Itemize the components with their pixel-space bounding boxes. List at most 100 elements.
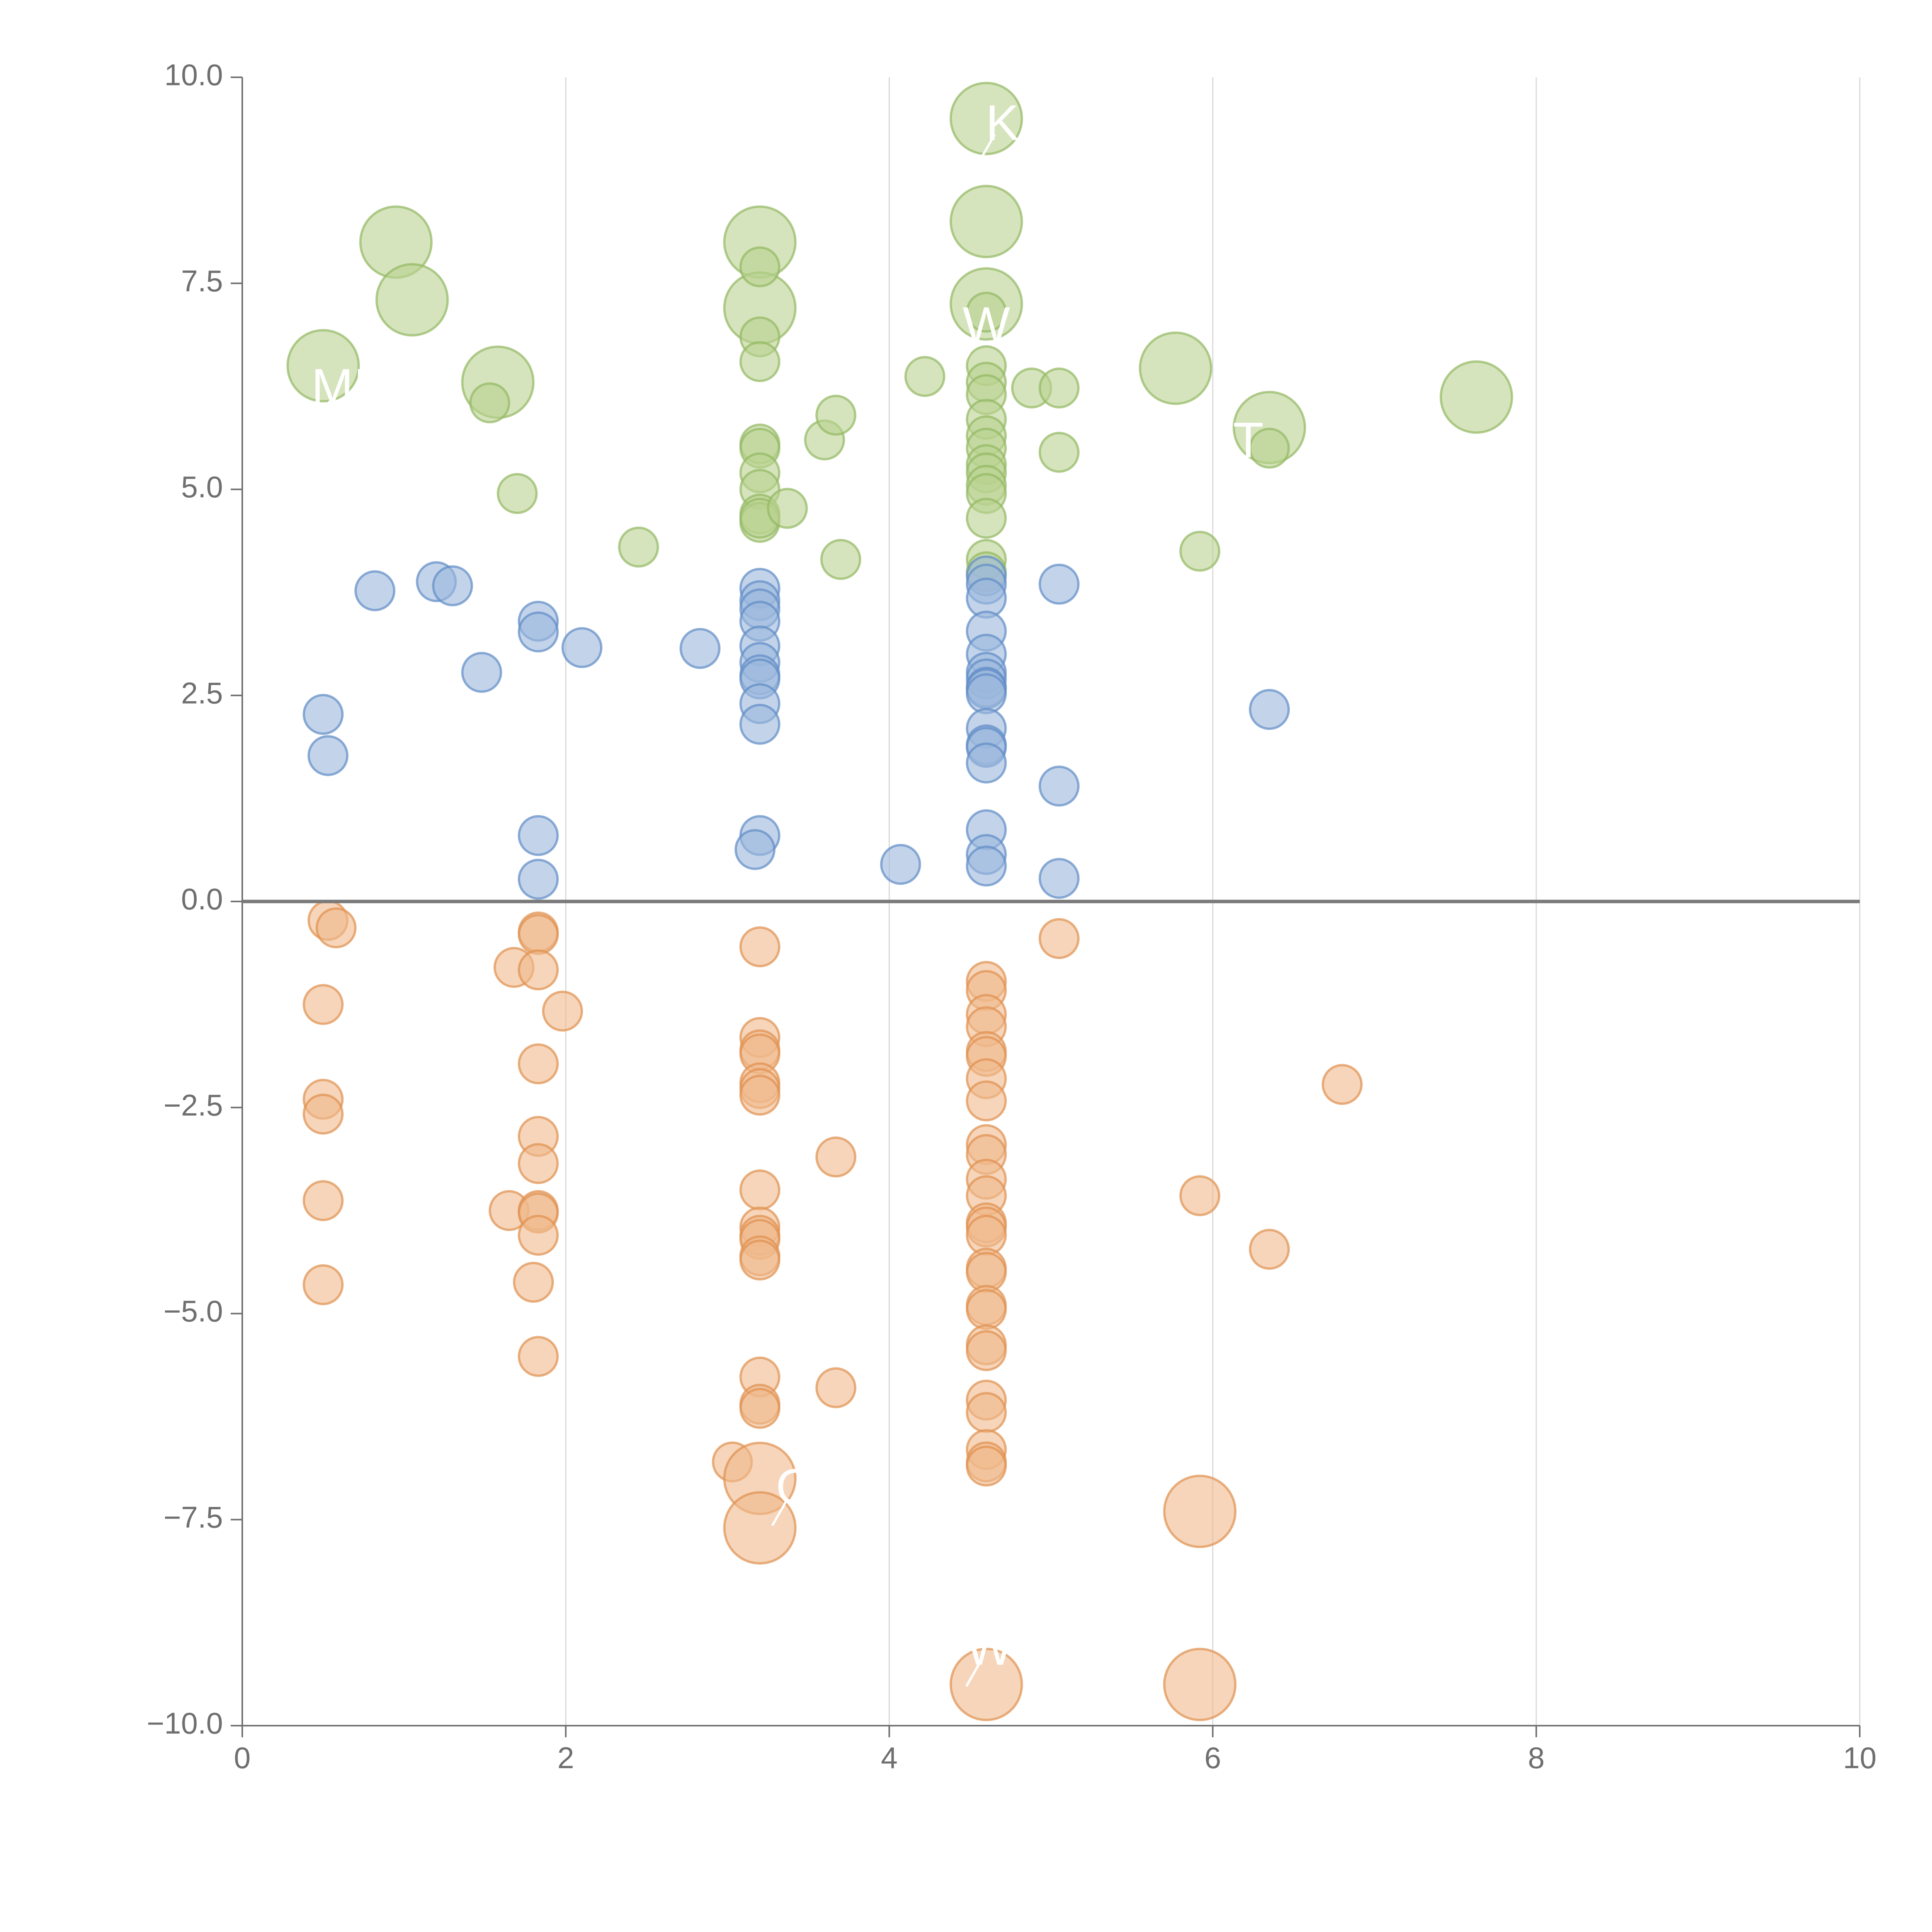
annotation-leader-3 xyxy=(1224,451,1242,480)
point-green-47 xyxy=(1249,427,1290,469)
annotation-leader-0 xyxy=(315,398,333,426)
point-orange-18 xyxy=(518,1214,559,1256)
point-blue-2 xyxy=(354,570,396,611)
x-tick-label-2: 4 xyxy=(881,1741,898,1775)
point-orange-73 xyxy=(1249,1229,1290,1270)
point-orange-14 xyxy=(518,1143,559,1184)
point-blue-34 xyxy=(966,673,1007,714)
point-orange-70 xyxy=(1179,1175,1221,1216)
point-blue-42 xyxy=(1038,563,1080,605)
point-blue-41 xyxy=(966,845,1007,887)
annotation-label-0: MI xyxy=(311,358,367,415)
annotation-label-4: O xyxy=(776,1458,815,1515)
annotation-leader-5 xyxy=(965,1658,983,1687)
point-green-19 xyxy=(767,488,808,529)
point-orange-40 xyxy=(815,1136,857,1178)
point-orange-64 xyxy=(966,1392,1007,1433)
point-green-26 xyxy=(966,291,1007,333)
point-green-5 xyxy=(497,473,538,514)
y-tick-label-4: 0.0 xyxy=(181,882,223,916)
annotation-label-3: T xyxy=(1233,412,1264,468)
point-orange-62 xyxy=(966,1330,1007,1371)
points-layer xyxy=(286,82,1513,1721)
y-tick-label-2: 5.0 xyxy=(181,470,223,504)
point-green-45 xyxy=(1179,531,1221,572)
point-orange-21 xyxy=(739,926,781,968)
point-blue-9 xyxy=(518,815,559,856)
point-green-2 xyxy=(375,263,449,337)
point-orange-4 xyxy=(303,1094,344,1135)
point-green-44 xyxy=(1139,331,1213,405)
point-green-48 xyxy=(1439,360,1513,434)
point-orange-12 xyxy=(518,1043,559,1085)
point-green-22 xyxy=(820,539,861,580)
point-orange-2 xyxy=(303,984,344,1025)
point-blue-5 xyxy=(461,652,502,693)
x-tick-label-4: 8 xyxy=(1528,1741,1544,1775)
point-blue-0 xyxy=(303,694,344,735)
point-blue-21 xyxy=(739,704,781,745)
y-tick-label-0: 10.0 xyxy=(164,58,223,92)
point-orange-49 xyxy=(966,1080,1007,1122)
axes-layer: 0 2 4 6 8 10 10.0 7.5 5.0 2.5 0.0 −2.5 −5.0 −7.5 −10.0 xyxy=(147,58,1877,1775)
point-orange-68 xyxy=(949,1648,1023,1721)
point-blue-8 xyxy=(561,627,603,668)
point-green-4 xyxy=(469,382,510,423)
x-tick-label-3: 6 xyxy=(1204,1741,1221,1775)
point-green-11 xyxy=(739,341,781,382)
point-orange-39 xyxy=(723,1491,797,1565)
point-orange-33 xyxy=(739,1239,781,1281)
point-orange-20 xyxy=(518,1336,559,1377)
point-orange-5 xyxy=(303,1180,344,1221)
point-orange-28 xyxy=(739,1169,781,1211)
point-blue-7 xyxy=(518,611,559,653)
y-tick-label-1: 7.5 xyxy=(181,264,223,298)
point-orange-69 xyxy=(1038,918,1080,959)
point-orange-72 xyxy=(1163,1648,1237,1721)
y-tick-label-3: 2.5 xyxy=(181,676,223,710)
annotation-label-1: K xyxy=(986,94,1019,151)
point-green-23 xyxy=(949,82,1023,155)
point-blue-44 xyxy=(1038,858,1080,899)
y-tick-label-8: −10.0 xyxy=(147,1706,223,1740)
point-orange-60 xyxy=(966,1289,1007,1330)
y-tick-label-7: −7.5 xyxy=(163,1500,223,1534)
point-blue-11 xyxy=(679,628,721,669)
point-blue-4 xyxy=(432,565,473,607)
annotation-leader-4 xyxy=(771,1498,789,1526)
annotation-label-5: W xyxy=(966,1619,1014,1675)
y-tick-label-6: −5.0 xyxy=(163,1294,223,1328)
point-green-42 xyxy=(1038,367,1080,409)
point-orange-27 xyxy=(739,1075,781,1116)
point-orange-8 xyxy=(518,914,559,955)
annotation-label-2: W xyxy=(963,296,1010,353)
annotations-layer: MI K W T O W xyxy=(311,94,1264,1687)
point-orange-67 xyxy=(966,1446,1007,1487)
point-green-37 xyxy=(966,498,1007,539)
point-green-9 xyxy=(739,246,781,287)
point-orange-71 xyxy=(1163,1475,1237,1548)
annotation-leader-2 xyxy=(962,336,980,364)
point-blue-38 xyxy=(966,742,1007,784)
x-tick-label-5: 10 xyxy=(1843,1741,1877,1775)
point-blue-1 xyxy=(307,735,349,776)
point-green-0 xyxy=(286,329,360,403)
point-green-40 xyxy=(904,356,946,397)
annotation-leader-1 xyxy=(978,134,996,162)
point-blue-45 xyxy=(1249,689,1290,730)
point-orange-1 xyxy=(315,907,357,949)
point-orange-41 xyxy=(815,1367,857,1408)
point-green-6 xyxy=(618,526,659,568)
point-blue-23 xyxy=(734,829,776,870)
point-orange-74 xyxy=(1321,1064,1363,1105)
point-green-43 xyxy=(1038,432,1080,473)
x-tick-label-1: 2 xyxy=(558,1741,574,1775)
point-green-21 xyxy=(815,395,857,436)
point-orange-11 xyxy=(542,990,583,1032)
x-tick-label-0: 0 xyxy=(234,1741,250,1775)
point-blue-43 xyxy=(1038,765,1080,807)
y-tick-label-5: −2.5 xyxy=(163,1088,223,1122)
point-blue-24 xyxy=(880,844,921,885)
point-orange-6 xyxy=(303,1264,344,1305)
